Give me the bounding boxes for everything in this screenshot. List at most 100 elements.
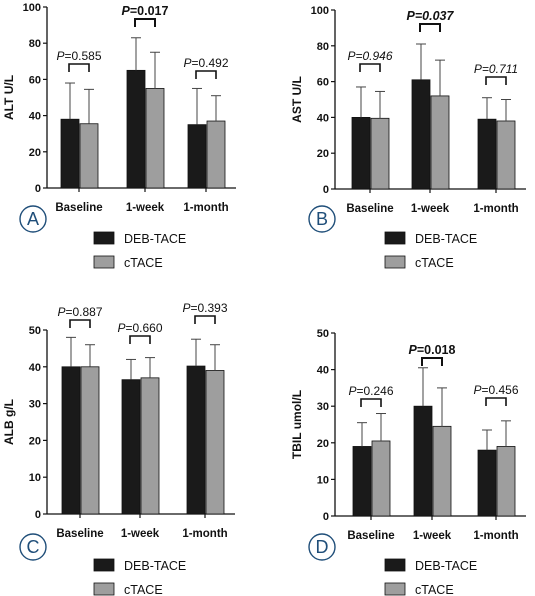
x-tick-label: Baseline: [346, 203, 393, 215]
legend-label-ctace: cTACE: [415, 583, 454, 596]
y-tick-label: 30: [317, 401, 329, 413]
legend-label-ctace: cTACE: [415, 256, 454, 270]
bar-deb-tace-1-week: [121, 379, 141, 515]
panel-letter: C: [27, 537, 40, 557]
chart-panel-c: 0 10 20 30 40 50 ALB g/L Baseline P=0.887 1-week P…: [2, 301, 235, 596]
bar-ctace-1-month: [205, 370, 225, 515]
x-tick-label: Baseline: [55, 202, 102, 214]
bar-ctace-1-week: [140, 377, 160, 515]
y-tick-label: 80: [317, 41, 329, 53]
p-value-label: P=0.946: [347, 49, 392, 63]
panel-letter: A: [27, 209, 39, 229]
y-axis-label: TBIL umol/L: [290, 390, 304, 459]
significance-bracket: [419, 23, 441, 32]
chart-panel-d: 0 10 20 30 40 50 TBIL umol/L Baseline P=0.246 1-w…: [290, 328, 526, 596]
legend-swatch-ctace: [93, 255, 115, 269]
legend-label-deb-tace: DEB-TACE: [415, 559, 477, 573]
panel-letter-badge: [19, 205, 47, 233]
y-tick-label: 30: [29, 399, 41, 411]
chart-panel-b: 0 20 40 60 80 100 AST U/L Baseline P=0.946 1-week…: [290, 5, 526, 270]
p-value-label: P=0.456: [473, 383, 518, 397]
x-tick-label: 1-week: [411, 203, 450, 215]
significance-bracket: [359, 63, 381, 72]
x-tick-label: Baseline: [347, 530, 394, 542]
legend-swatch-deb-tace: [93, 558, 115, 572]
p-value-label: P=0.585: [56, 49, 101, 63]
legend-label-deb-tace: DEB-TACE: [124, 559, 186, 573]
bar-ctace-1-week: [145, 88, 165, 189]
panel-letter: D: [316, 537, 329, 557]
bar-deb-tace-baseline: [60, 118, 80, 189]
bar-ctace-1-month: [496, 446, 516, 517]
bar-deb-tace-1-month: [477, 449, 497, 517]
legend-label-deb-tace: DEB-TACE: [124, 232, 186, 246]
bar-deb-tace-baseline: [351, 117, 371, 190]
bar-deb-tace-1-month: [186, 365, 206, 515]
significance-bracket: [485, 397, 507, 406]
bar-ctace-baseline: [80, 366, 100, 515]
significance-bracket: [129, 335, 151, 344]
y-axis-label: ALT U/L: [2, 75, 16, 120]
y-tick-label: 50: [317, 328, 329, 340]
y-tick-label: 0: [35, 183, 41, 195]
p-value-label: P=0.246: [348, 384, 393, 398]
y-axis-label: AST U/L: [290, 76, 304, 123]
bar-deb-tace-1-month: [477, 118, 497, 190]
y-tick-label: 40: [317, 365, 329, 377]
legend-label-deb-tace: DEB-TACE: [415, 232, 477, 246]
legend-swatch-ctace: [384, 582, 406, 596]
chart-panel-a: 0 20 40 60 80 100 ALT U/L Baseline P=0.585 1-week…: [2, 2, 236, 270]
y-tick-label: 0: [323, 511, 329, 523]
bar-ctace-1-week: [432, 425, 452, 517]
x-tick-label: 1-week: [121, 528, 160, 540]
bar-deb-tace-1-week: [413, 405, 433, 517]
y-tick-label: 20: [29, 147, 41, 159]
p-value-label: P=0.017: [122, 4, 169, 18]
significance-bracket: [421, 357, 443, 366]
y-tick-label: 20: [317, 148, 329, 160]
significance-bracket: [194, 315, 216, 324]
significance-bracket: [485, 76, 507, 85]
significance-bracket: [360, 398, 382, 407]
x-tick-label: 1-month: [473, 530, 518, 542]
bar-ctace-baseline: [79, 123, 99, 189]
y-tick-label: 0: [323, 184, 329, 196]
x-tick-label: 1-week: [126, 202, 165, 214]
bar-ctace-1-month: [206, 120, 226, 189]
panel-letter-badge: [308, 533, 336, 561]
y-tick-label: 100: [23, 2, 41, 14]
y-tick-label: 10: [29, 472, 41, 484]
bar-ctace-baseline: [370, 117, 390, 190]
bar-deb-tace-baseline: [352, 446, 372, 517]
legend-swatch-deb-tace: [384, 558, 406, 572]
y-tick-label: 10: [317, 474, 329, 486]
y-tick-label: 20: [317, 438, 329, 450]
p-value-label: P=0.887: [57, 305, 102, 319]
legend-swatch-deb-tace: [93, 231, 115, 245]
legend-label-ctace: cTACE: [124, 583, 163, 596]
y-tick-label: 60: [317, 77, 329, 89]
significance-bracket: [69, 319, 91, 328]
y-tick-label: 50: [29, 325, 41, 337]
y-tick-label: 100: [311, 5, 329, 17]
p-value-label: P=0.018: [409, 343, 456, 357]
x-tick-label: Baseline: [56, 528, 103, 540]
bar-ctace-1-month: [496, 120, 516, 190]
p-value-label: P=0.037: [407, 9, 455, 23]
x-tick-label: 1-month: [183, 202, 228, 214]
y-tick-label: 40: [29, 362, 41, 374]
bar-ctace-baseline: [371, 440, 391, 517]
p-value-label: P=0.393: [182, 301, 227, 315]
y-tick-label: 40: [29, 111, 41, 123]
legend-label-ctace: cTACE: [124, 256, 163, 270]
panel-letter: B: [316, 209, 328, 229]
y-tick-label: 20: [29, 435, 41, 447]
legend-swatch-ctace: [384, 255, 406, 269]
bar-deb-tace-1-month: [187, 124, 207, 189]
x-tick-label: 1-month: [182, 528, 227, 540]
x-tick-label: 1-week: [413, 530, 452, 542]
y-tick-label: 40: [317, 112, 329, 124]
p-value-label: P=0.492: [183, 56, 228, 70]
y-tick-label: 80: [29, 38, 41, 50]
